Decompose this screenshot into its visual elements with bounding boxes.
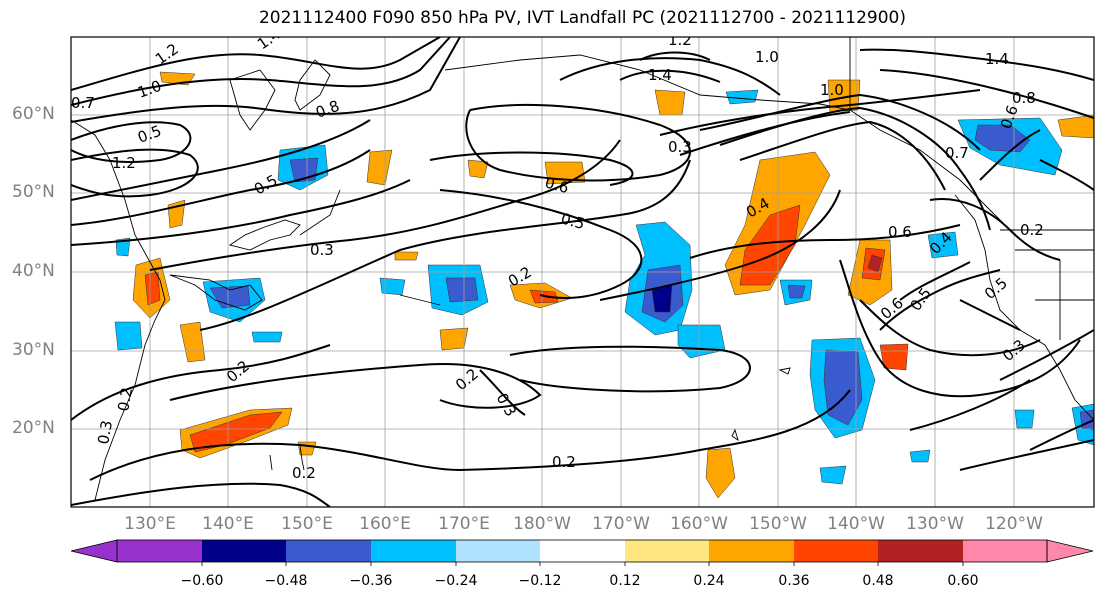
colorbar-extend-low <box>70 539 118 563</box>
contour-label: 1.4 <box>648 66 672 84</box>
lon-label: 150°E <box>281 514 333 534</box>
gridlines <box>71 37 1094 507</box>
contour-label: 0.5 <box>559 209 587 233</box>
colorbar-tick-label: −0.36 <box>349 573 393 589</box>
colorbar-tick-label: −0.24 <box>434 573 478 589</box>
pv-contours <box>71 37 1094 507</box>
colorbar-tick-label: 0.36 <box>778 573 810 589</box>
contour-label: 1.4 <box>985 50 1009 68</box>
contour-label: 0.8 <box>1012 89 1036 107</box>
colorbar-swatch <box>794 540 878 562</box>
colorbar-tick-label: −0.12 <box>518 573 562 589</box>
contour-label: 1.2 <box>668 31 692 49</box>
contour-label: 0.3 <box>310 241 334 259</box>
colorbar-swatch <box>963 540 1047 562</box>
contour-label: 0.3 <box>668 138 692 156</box>
colorbar-tick-label: 0.24 <box>693 573 725 589</box>
lon-label: 180°W <box>513 514 571 534</box>
contour-labels: 1.2 1.4 1.0 0.7 0.5 1.2 0.8 1.4 1.2 1.0 … <box>71 31 1044 482</box>
lon-label: 130°W <box>906 514 964 534</box>
colorbar-extend-high <box>1046 539 1094 563</box>
contour-label: 1.2 <box>112 154 136 172</box>
colorbar-tick-label: 0.48 <box>862 573 894 589</box>
map-title: 2021112400 F090 850 hPa PV, IVT Landfall… <box>258 8 906 28</box>
lon-label: 170°W <box>592 514 650 534</box>
colorbar-tick-label: 0.12 <box>609 573 641 589</box>
colorbar <box>70 539 1094 566</box>
colorbar-swatch <box>540 540 625 562</box>
lat-label: 50°N <box>12 182 55 202</box>
contour-label: 0.6 <box>888 223 912 241</box>
lon-label: 130°E <box>124 514 176 534</box>
contour-label: 0.3 <box>94 419 116 446</box>
contour-label: 1.0 <box>820 81 844 99</box>
lon-label: 160°W <box>670 514 728 534</box>
contour-label: 0.2 <box>552 453 576 471</box>
lon-label: 120°W <box>985 514 1043 534</box>
lat-label: 30°N <box>12 340 55 360</box>
colorbar-swatch <box>117 540 202 562</box>
contour-label: 0.6 <box>543 173 571 197</box>
coastlines <box>71 37 1094 501</box>
contour-label: 0.7 <box>71 94 95 112</box>
lon-label: 140°W <box>827 514 885 534</box>
colorbar-tick-label: −0.48 <box>264 573 308 589</box>
contour-label: 0.2 <box>1020 221 1044 239</box>
contour-label: 0.2 <box>114 386 136 413</box>
map-frame <box>70 36 1095 508</box>
lon-label: 150°W <box>749 514 807 534</box>
contour-label: 1.0 <box>755 48 779 66</box>
lon-label: 160°E <box>359 514 411 534</box>
lon-label: 140°E <box>202 514 254 534</box>
colorbar-swatch <box>625 540 709 562</box>
lon-label: 170°E <box>438 514 490 534</box>
lat-label: 20°N <box>12 418 55 438</box>
colorbar-swatch <box>709 540 794 562</box>
colorbar-tick-label: 0.60 <box>947 573 979 589</box>
colorbar-swatch <box>286 540 371 562</box>
colorbar-tick-label: −0.60 <box>180 573 224 589</box>
contour-label: 0.2 <box>292 464 316 482</box>
colorbar-swatch <box>456 540 540 562</box>
colorbar-swatch <box>202 540 286 562</box>
colorbar-swatch <box>878 540 963 562</box>
contour-label: 0.7 <box>945 144 969 162</box>
lat-label: 40°N <box>12 261 55 281</box>
colorbar-swatch <box>371 540 456 562</box>
lat-label: 60°N <box>12 104 55 124</box>
